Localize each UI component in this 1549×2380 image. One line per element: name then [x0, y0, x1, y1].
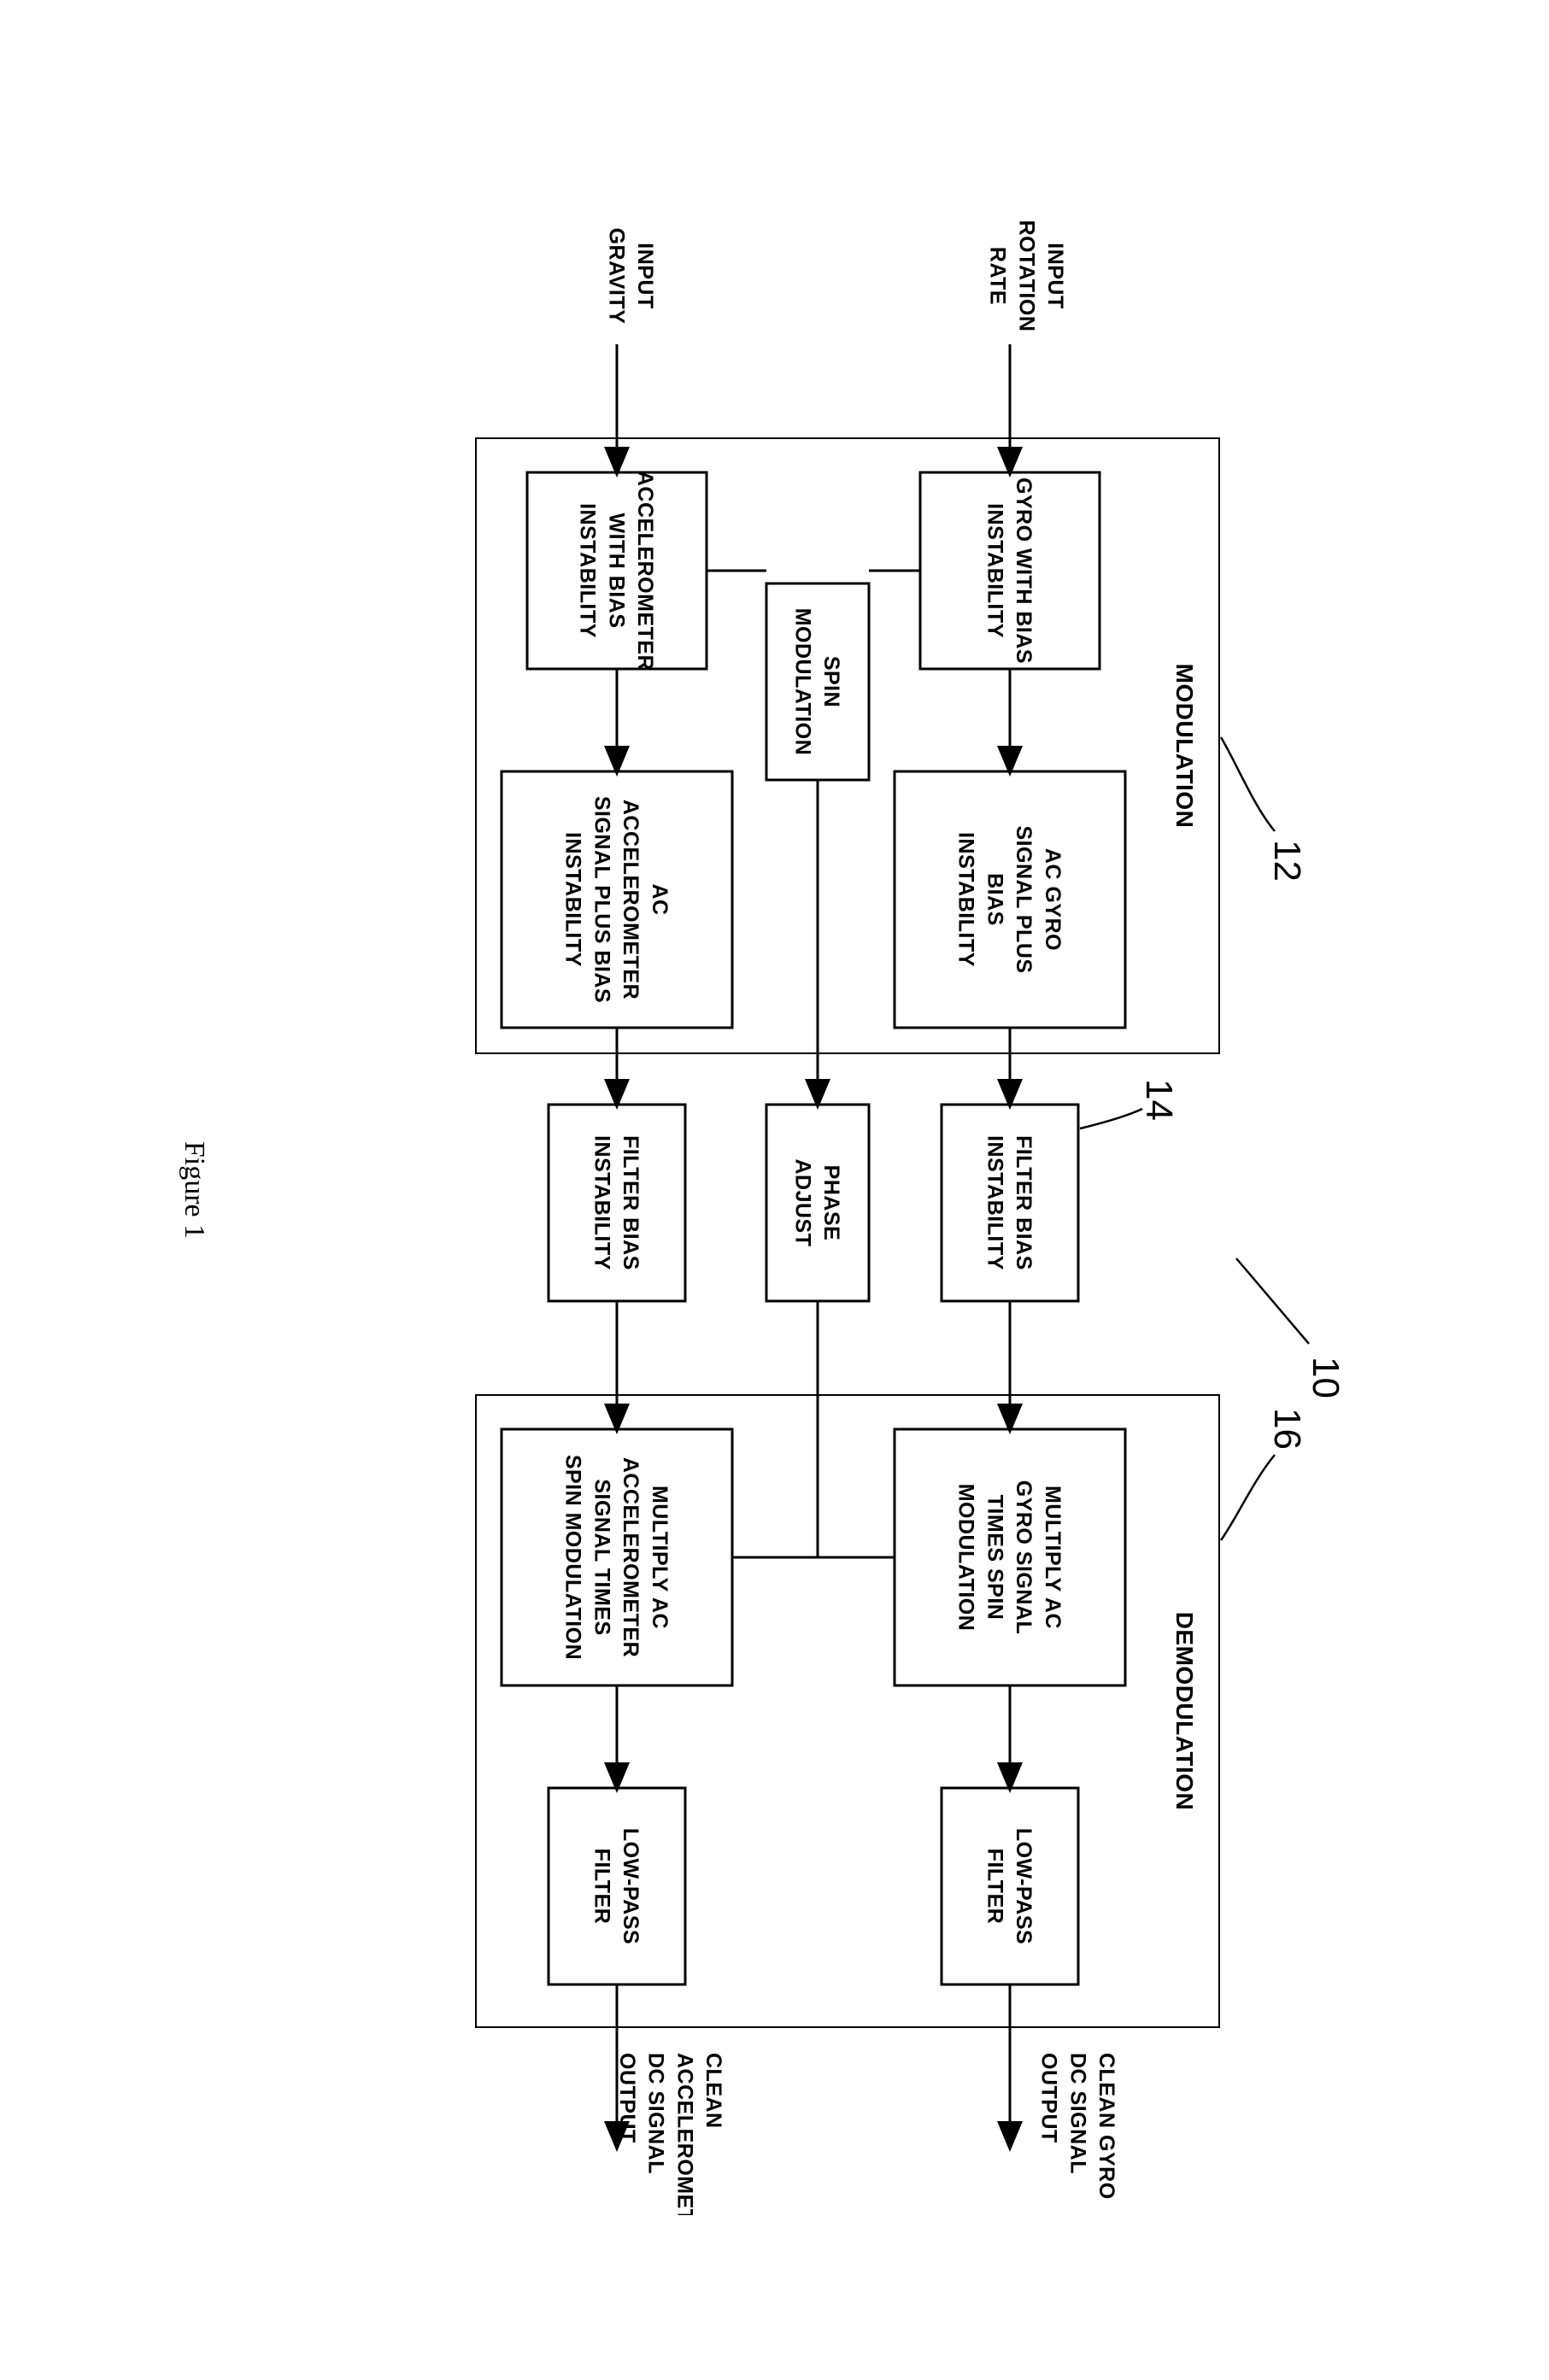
svg-text:INSTABILITY: INSTABILITY — [983, 1135, 1006, 1270]
svg-text:FILTER BIAS: FILTER BIAS — [1012, 1135, 1036, 1270]
figure-label: Figure 1 — [179, 1141, 210, 1239]
main-ref-number: 10 — [1305, 1357, 1347, 1398]
svg-text:ACCELEROMETER: ACCELEROMETER — [633, 471, 657, 671]
svg-text:CLEAN GYRO: CLEAN GYRO — [1094, 2053, 1118, 2200]
filter_bias_top-block — [942, 1105, 1078, 1301]
input_rotation-label: INPUTROTATIONRATE — [985, 220, 1067, 332]
lpf_top-block — [942, 1788, 1078, 1984]
svg-text:OUTPUT: OUTPUT — [1036, 2053, 1060, 2143]
svg-text:WITH BIAS: WITH BIAS — [604, 513, 628, 628]
svg-text:MODULATION: MODULATION — [790, 608, 814, 756]
svg-text:INSTABILITY: INSTABILITY — [560, 832, 584, 967]
demodulation-ref-number: 16 — [1266, 1408, 1308, 1450]
svg-text:LOW-PASS: LOW-PASS — [619, 1828, 642, 1944]
filter_bias_bot-block — [549, 1105, 685, 1301]
signal-processing-diagram: MODULATION DEMODULATION GYRO WITH BIAS INS… — [134, 165, 1416, 2215]
ac_gyro-block — [895, 771, 1125, 1028]
svg-text:INSTABILITY: INSTABILITY — [575, 503, 599, 638]
svg-text:DC SIGNAL: DC SIGNAL — [1065, 2053, 1089, 2174]
svg-text:INPUT: INPUT — [1043, 243, 1067, 309]
svg-text:SPIN: SPIN — [819, 656, 843, 707]
svg-text:DC SIGNAL: DC SIGNAL — [643, 2053, 667, 2174]
svg-text:INSTABILITY: INSTABILITY — [590, 1135, 613, 1270]
svg-text:FILTER: FILTER — [983, 1849, 1006, 1925]
demodulation-section-label: DEMODULATION — [1171, 1612, 1198, 1811]
svg-text:AC GYRO: AC GYRO — [1040, 848, 1064, 951]
spin_mod-block — [766, 583, 869, 780]
svg-text:RATE: RATE — [985, 247, 1009, 305]
svg-text:LOW-PASS: LOW-PASS — [1012, 1828, 1036, 1944]
modulation-ref-number: 12 — [1266, 840, 1308, 882]
modulation-leader — [1221, 737, 1275, 831]
svg-text:ROTATION: ROTATION — [1014, 220, 1038, 332]
svg-text:ACCELEROMETER: ACCELEROMETER — [619, 800, 642, 999]
ac_accel-block — [502, 771, 732, 1028]
mult_accel-block — [502, 1429, 732, 1685]
svg-text:BIAS: BIAS — [983, 873, 1006, 926]
filter-ref-number: 14 — [1138, 1079, 1180, 1121]
svg-text:MULTIPLY AC: MULTIPLY AC — [1040, 1486, 1064, 1629]
svg-text:INPUT: INPUT — [633, 243, 657, 309]
output_gyro-label: CLEAN GYRODC SIGNALOUTPUT — [1036, 2053, 1118, 2200]
svg-text:GRAVITY: GRAVITY — [604, 228, 628, 325]
demodulation-section — [476, 1395, 1219, 2027]
svg-text:FILTER: FILTER — [590, 1849, 613, 1925]
modulation-section-label: MODULATION — [1171, 664, 1198, 829]
main-leader — [1236, 1258, 1309, 1344]
svg-text:GYRO WITH BIAS: GYRO WITH BIAS — [1012, 478, 1036, 664]
filter-leader — [1080, 1109, 1142, 1128]
svg-text:SIGNAL PLUS BIAS: SIGNAL PLUS BIAS — [590, 796, 613, 1003]
svg-text:INSTABILITY: INSTABILITY — [983, 503, 1006, 638]
diagram-svg: MODULATION DEMODULATION GYRO WITH BIAS INS… — [134, 165, 1416, 2215]
output_accel-label: CLEANACCELEROMETERDC SIGNALOUTPUT — [614, 2053, 725, 2215]
svg-text:SIGNAL PLUS: SIGNAL PLUS — [1012, 825, 1036, 973]
svg-text:MULTIPLY AC: MULTIPLY AC — [647, 1486, 671, 1629]
svg-text:PHASE: PHASE — [819, 1165, 843, 1241]
svg-text:TIMES SPIN: TIMES SPIN — [983, 1495, 1006, 1621]
svg-text:MODULATION: MODULATION — [953, 1484, 977, 1632]
svg-text:ADJUST: ADJUST — [790, 1158, 814, 1246]
svg-text:GYRO SIGNAL: GYRO SIGNAL — [1012, 1480, 1036, 1635]
lpf_bot-block — [549, 1788, 685, 1984]
svg-text:ACCELEROMETER: ACCELEROMETER — [672, 2053, 696, 2215]
svg-text:INSTABILITY: INSTABILITY — [953, 832, 977, 967]
svg-text:SIGNAL TIMES: SIGNAL TIMES — [590, 1479, 613, 1635]
phase_adjust-block — [766, 1105, 869, 1301]
mult_gyro-block — [895, 1429, 1125, 1685]
svg-text:SPIN MODULATION: SPIN MODULATION — [560, 1455, 584, 1660]
demodulation-leader — [1221, 1455, 1275, 1540]
svg-text:ACCELEROMETER: ACCELEROMETER — [619, 1457, 642, 1657]
svg-text:CLEAN: CLEAN — [701, 2053, 725, 2129]
input_gravity-label: INPUTGRAVITY — [604, 228, 657, 325]
svg-text:AC: AC — [647, 883, 671, 915]
svg-text:OUTPUT: OUTPUT — [614, 2053, 638, 2143]
svg-text:FILTER BIAS: FILTER BIAS — [619, 1135, 642, 1270]
gyro_bias-block — [920, 472, 1100, 669]
